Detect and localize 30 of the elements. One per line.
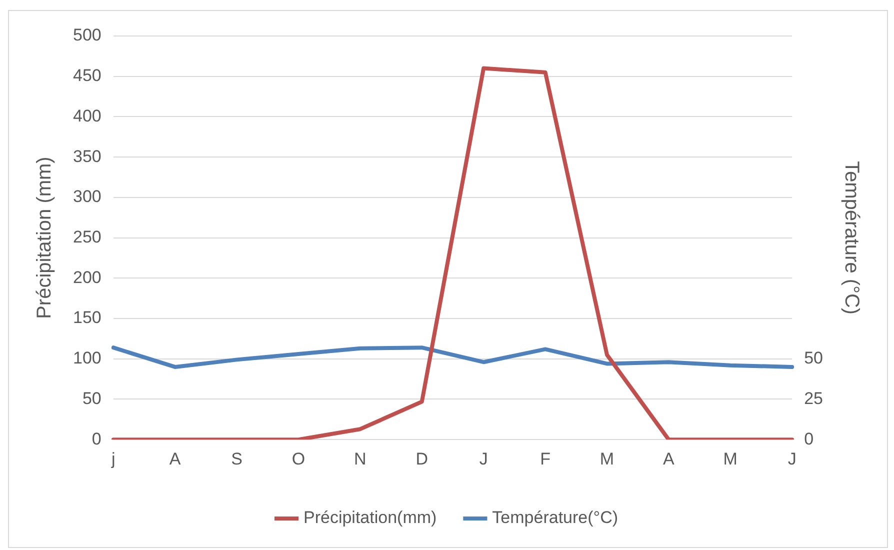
x-tick-label: S <box>231 449 242 468</box>
y-tick-label: 50 <box>82 388 102 408</box>
x-tick-label: J <box>479 449 488 468</box>
legend-label: Précipitation(mm) <box>303 508 437 528</box>
y-tick-label: 0 <box>92 429 102 448</box>
x-tick-label: M <box>723 449 738 468</box>
x-tick-label: N <box>354 449 366 468</box>
y-axis-title: Précipitation (mm) <box>34 156 56 319</box>
x-tick-label: F <box>540 449 550 468</box>
y2-tick-label: 0 <box>804 429 814 448</box>
x-tick-label: J <box>788 449 796 468</box>
y-tick-label: 450 <box>72 66 102 86</box>
x-tick-label: j <box>110 449 116 468</box>
x-tick-label: O <box>292 449 306 468</box>
y-tick-label: 400 <box>72 106 102 126</box>
x-tick-label: A <box>663 449 676 468</box>
y-tick-label: 150 <box>72 308 102 328</box>
y-tick-label: 200 <box>72 268 102 287</box>
y2-axis-title: Température (°C) <box>840 161 862 315</box>
y2-tick-label: 50 <box>804 348 824 368</box>
x-tick-label: M <box>600 449 614 468</box>
y-tick-label: 100 <box>72 348 102 368</box>
x-tick-label: A <box>169 449 182 468</box>
y-tick-label: 500 <box>72 26 102 45</box>
y-tick-label: 250 <box>72 227 102 246</box>
y-tick-label: 300 <box>72 187 102 206</box>
legend-label: Température(°C) <box>492 508 618 528</box>
x-tick-label: D <box>416 449 428 468</box>
y2-tick-label: 25 <box>804 388 824 408</box>
y-tick-label: 350 <box>72 146 102 166</box>
